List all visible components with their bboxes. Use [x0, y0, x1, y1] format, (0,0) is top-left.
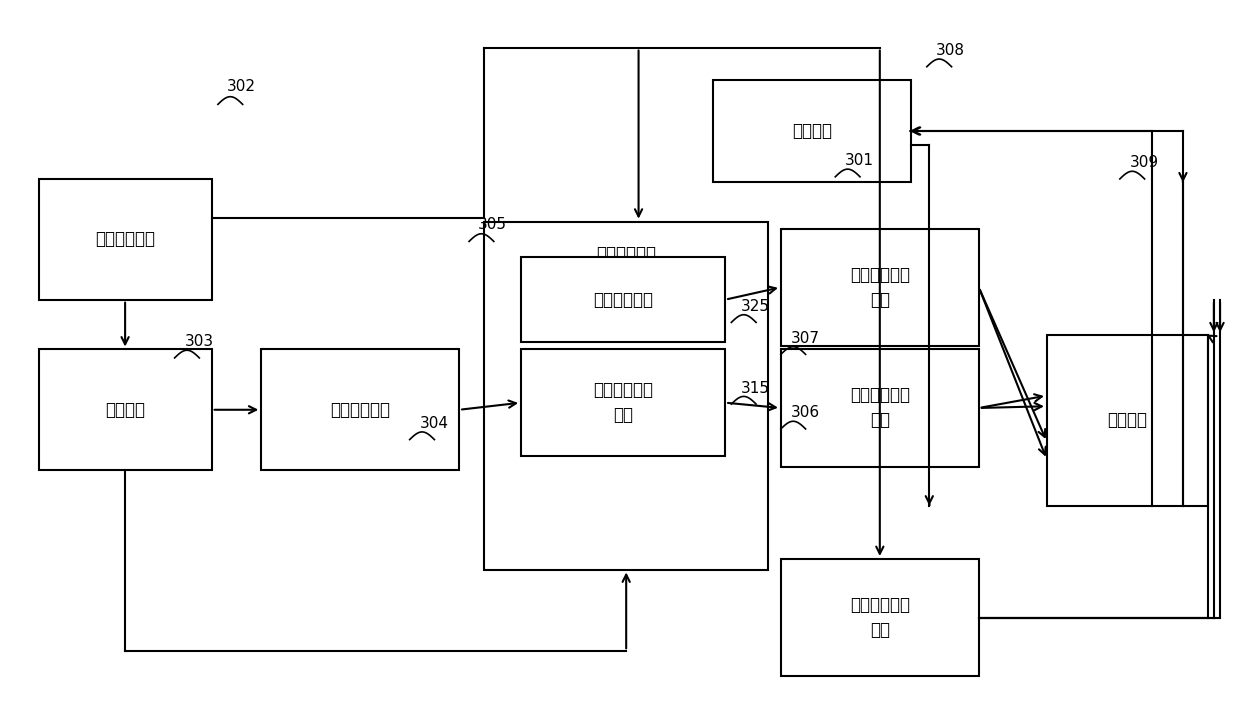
Text: 304: 304 [419, 416, 449, 431]
Text: 第二功率测量
单元: 第二功率测量 单元 [849, 266, 910, 309]
Text: 光学移位单元: 光学移位单元 [593, 291, 653, 309]
Text: 可调光延迟线
单元: 可调光延迟线 单元 [593, 381, 653, 424]
Bar [781, 229, 978, 346]
Bar [38, 349, 212, 470]
Bar [1047, 335, 1208, 506]
Text: 计算单元: 计算单元 [1107, 411, 1147, 429]
Bar [262, 349, 459, 470]
Text: 滤波单元: 滤波单元 [105, 401, 145, 419]
Bar [781, 559, 978, 676]
Bar [484, 222, 769, 570]
Bar [521, 257, 725, 342]
Text: 302: 302 [227, 78, 255, 93]
Bar [713, 80, 910, 183]
Text: 第一功率测量
单元: 第一功率测量 单元 [849, 386, 910, 429]
Text: 309: 309 [1130, 155, 1159, 170]
Text: 325: 325 [742, 299, 770, 314]
Text: 308: 308 [935, 43, 965, 58]
Text: 第二耦合单元: 第二耦合单元 [330, 401, 391, 419]
Text: 第一耦合单元: 第一耦合单元 [95, 230, 155, 248]
Bar [521, 349, 725, 456]
Text: 305: 305 [477, 217, 507, 232]
Text: 存储单元: 存储单元 [792, 122, 832, 140]
Bar [781, 349, 978, 466]
Text: 延迟干涉单元: 延迟干涉单元 [596, 245, 656, 262]
Text: 301: 301 [846, 153, 874, 168]
Text: 307: 307 [791, 331, 820, 346]
Text: 306: 306 [791, 406, 820, 421]
Text: 303: 303 [185, 334, 213, 349]
Bar [38, 179, 212, 299]
Text: 315: 315 [742, 381, 770, 396]
Text: 第三功率测量
单元: 第三功率测量 单元 [849, 596, 910, 639]
